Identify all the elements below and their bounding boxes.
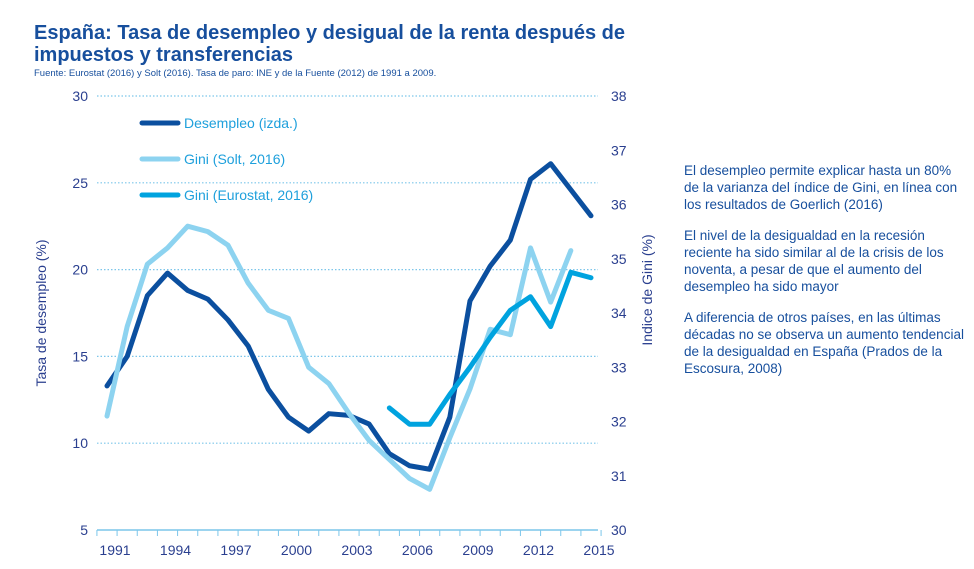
legend-label: Gini (Solt, 2016)	[184, 151, 285, 167]
chart-source: Fuente: Eurostat (2016) y Solt (2016). T…	[34, 68, 437, 79]
y-tick-label: 15	[72, 348, 88, 364]
y-tick-label: 30	[72, 88, 88, 104]
y2-tick-label: 30	[611, 522, 627, 538]
note-2: El nivel de la desigualdad en la recesió…	[684, 228, 944, 294]
y2-tick-label: 38	[611, 88, 627, 104]
y2-tick-label: 33	[611, 359, 627, 375]
y-tick-label: 5	[80, 522, 88, 538]
y-tick-label: 25	[72, 175, 88, 191]
y2-tick-label: 35	[611, 251, 627, 267]
y2-tick-label: 31	[611, 468, 627, 484]
legend-label: Desempleo (izda.)	[184, 115, 298, 131]
y2-tick-label: 32	[611, 414, 627, 430]
y2-axis-label: Indice de Gini (%)	[639, 234, 655, 345]
x-tick-label: 1994	[160, 542, 191, 558]
series-line-1	[104, 161, 594, 472]
x-tick-label: 2003	[341, 542, 372, 558]
x-tick-label: 2009	[462, 542, 493, 558]
note-1: El desempleo permite explicar hasta un 8…	[684, 163, 958, 212]
y2-tick-label: 36	[611, 197, 627, 213]
y2-tick-label: 34	[611, 305, 627, 321]
y-tick-label: 20	[72, 262, 88, 278]
note-3: A diferencia de otros países, en las últ…	[684, 310, 964, 376]
y-axis-label: Tasa de desempleo (%)	[33, 239, 49, 386]
chart-title: España: Tasa de desempleo y desigual de …	[34, 22, 625, 66]
x-tick-label: 1991	[99, 542, 130, 558]
legend-label: Gini (Eurostat, 2016)	[184, 187, 313, 203]
x-tick-label: 1997	[220, 542, 251, 558]
x-tick-label: 2015	[583, 542, 614, 558]
x-tick-label: 2000	[281, 542, 312, 558]
y2-tick-label: 37	[611, 142, 627, 158]
series-line-3	[386, 269, 594, 427]
x-tick-label: 2006	[402, 542, 433, 558]
series-line-2	[104, 223, 574, 492]
y-tick-label: 10	[72, 435, 88, 451]
x-tick-label: 2012	[523, 542, 554, 558]
notes: El desempleo permite explicar hasta un 8…	[684, 162, 964, 391]
